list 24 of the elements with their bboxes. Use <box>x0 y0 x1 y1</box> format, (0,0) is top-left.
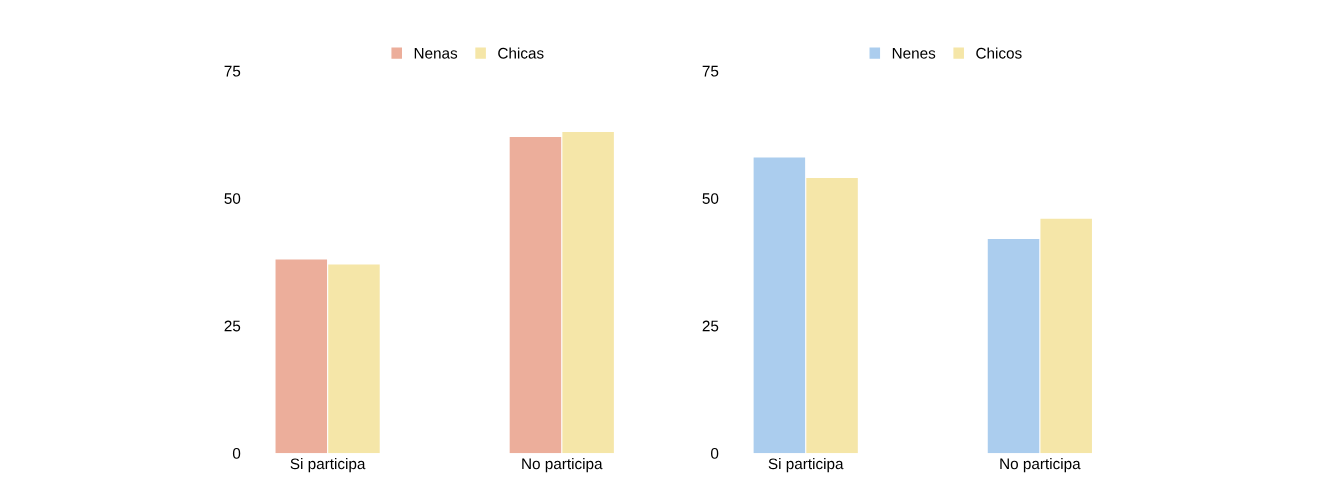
legend-label: Nenes <box>892 48 936 59</box>
y-tick-label: 75 <box>702 65 719 77</box>
bar <box>806 177 858 454</box>
bar <box>562 132 614 454</box>
bar <box>509 137 562 454</box>
y-tick-label: 25 <box>702 320 719 332</box>
y-tick-label: 0 <box>711 448 719 459</box>
y-tick-label: 0 <box>232 448 241 459</box>
y-tick-label: 25 <box>224 320 241 332</box>
x-tick-label: Si participa <box>290 457 366 473</box>
legend-label: Chicas <box>498 47 544 59</box>
legend-label: Nenas <box>414 48 458 59</box>
bar <box>328 264 380 454</box>
x-tick-label: No participa <box>1000 457 1081 473</box>
x-tick-label: No participa <box>522 457 603 473</box>
y-tick-label: 50 <box>702 193 719 204</box>
bar <box>275 259 328 454</box>
bar <box>753 157 806 454</box>
y-tick-label: 75 <box>224 65 241 77</box>
legend-label: Chicos <box>976 47 1022 59</box>
bar <box>1040 218 1092 454</box>
x-tick-label: Si participa <box>768 457 844 473</box>
bar <box>987 239 1040 454</box>
y-tick-label: 50 <box>224 193 241 204</box>
